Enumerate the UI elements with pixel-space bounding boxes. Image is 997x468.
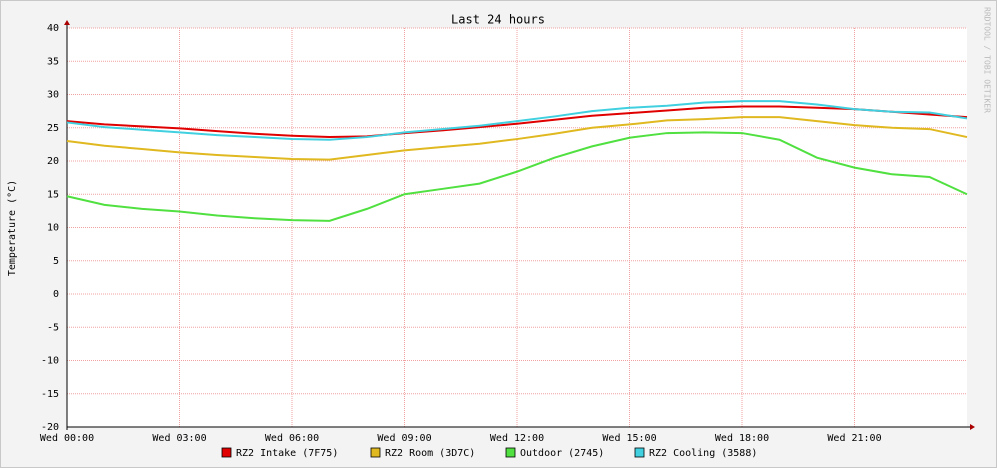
x-tick-label: Wed 06:00	[265, 433, 319, 444]
arrow	[64, 20, 70, 25]
x-tick-label: Wed 21:00	[827, 433, 881, 444]
y-tick-label: -5	[47, 322, 59, 333]
legend-swatch	[221, 447, 232, 458]
legend-label: Outdoor (2745)	[520, 448, 604, 459]
y-tick-label: -15	[41, 389, 59, 400]
y-tick-label: 5	[53, 256, 59, 267]
legend-label: RZ2 Cooling (3588)	[649, 448, 757, 459]
y-axis-label: Temperature (°C)	[7, 180, 18, 276]
y-tick-label: 10	[47, 223, 59, 234]
x-tick-label: Wed 00:00	[40, 433, 94, 444]
series-line	[66, 131, 968, 222]
series-line	[66, 105, 968, 139]
y-tick-label: 40	[47, 23, 59, 34]
series-line	[66, 100, 968, 141]
legend-swatch	[634, 447, 645, 458]
x-tick-label: Wed 03:00	[152, 433, 206, 444]
x-tick-label: Wed 09:00	[377, 433, 431, 444]
legend-swatch	[370, 447, 381, 458]
y-tick-label: 20	[47, 156, 59, 167]
chart-title: Last 24 hours	[451, 13, 545, 27]
series-line	[66, 116, 968, 161]
legend-label: RZ2 Intake (7F75)	[236, 448, 338, 459]
y-tick-label: 30	[47, 90, 59, 101]
y-tick-label: 0	[53, 289, 59, 300]
y-tick-label: 15	[47, 189, 59, 200]
x-tick-label: Wed 12:00	[490, 433, 544, 444]
x-tick-label: Wed 15:00	[602, 433, 656, 444]
arrow	[970, 424, 975, 430]
y-tick-label: -20	[41, 422, 59, 433]
watermark: RRDTOOL / TOBI OETIKER	[983, 7, 992, 113]
y-tick-label: 25	[47, 123, 59, 134]
x-tick-label: Wed 18:00	[715, 433, 769, 444]
legend-label: RZ2 Room (3D7C)	[385, 448, 475, 459]
y-tick-label: -10	[41, 356, 59, 367]
legend-swatch	[505, 447, 516, 458]
y-tick-label: 35	[47, 56, 59, 67]
